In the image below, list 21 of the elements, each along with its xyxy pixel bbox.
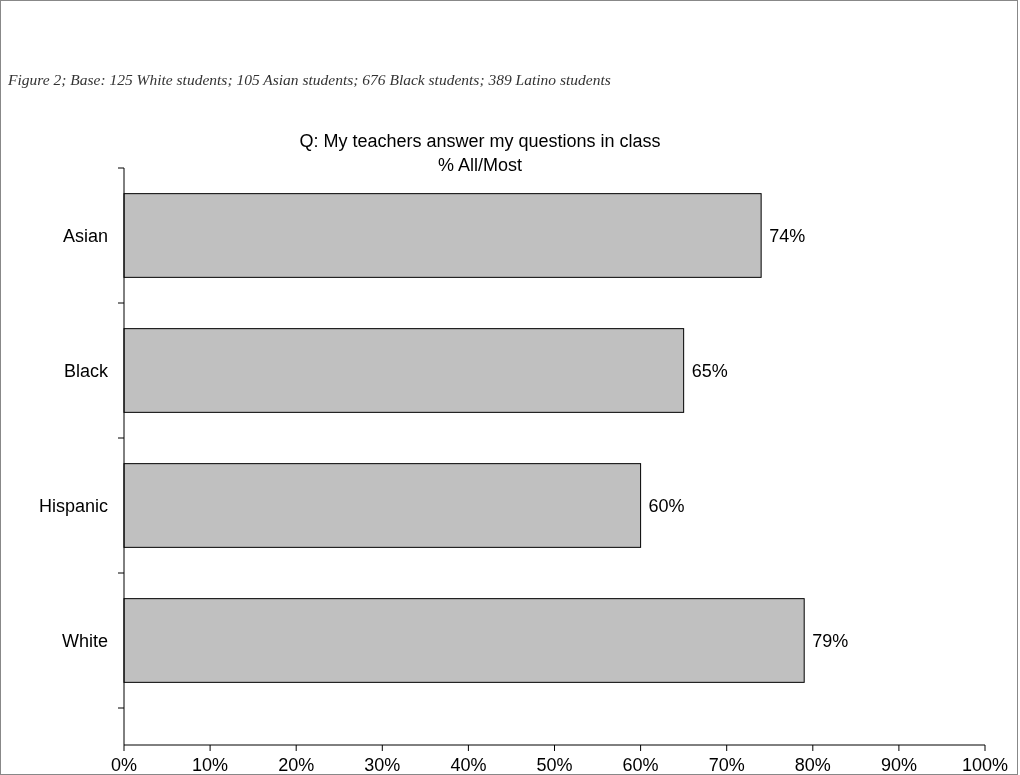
data-label: 74% [769, 225, 806, 246]
chart-title: Q: My teachers answer my questions in class % All/Most [299, 131, 661, 175]
y-tick-label: Black [63, 360, 109, 381]
x-tick-label: 50% [536, 755, 573, 775]
x-tick-label: 20% [278, 755, 315, 775]
y-tick-label: Hispanic [38, 495, 108, 516]
x-tick-label: 80% [794, 755, 831, 775]
x-tick-label: 90% [880, 755, 917, 775]
x-tick-label: 60% [622, 755, 659, 775]
data-label: 79% [812, 630, 849, 651]
chart-subtitle: Figure 2; Base: 125 White students; 105 Asian students; 676 Black students; 389 Latino students [7, 71, 611, 88]
data-label: 65% [691, 360, 728, 381]
x-tick-label: 40% [450, 755, 487, 775]
x-tick-label: 10% [192, 755, 229, 775]
y-tick-label: White [61, 630, 108, 651]
x-tick-label: 0% [110, 755, 138, 775]
x-tick-label: 30% [364, 755, 401, 775]
x-tick-label: 100% [961, 755, 1009, 775]
data-label: 60% [648, 495, 685, 516]
x-tick-label: 70% [708, 755, 745, 775]
y-tick-label: Asian [62, 225, 108, 246]
